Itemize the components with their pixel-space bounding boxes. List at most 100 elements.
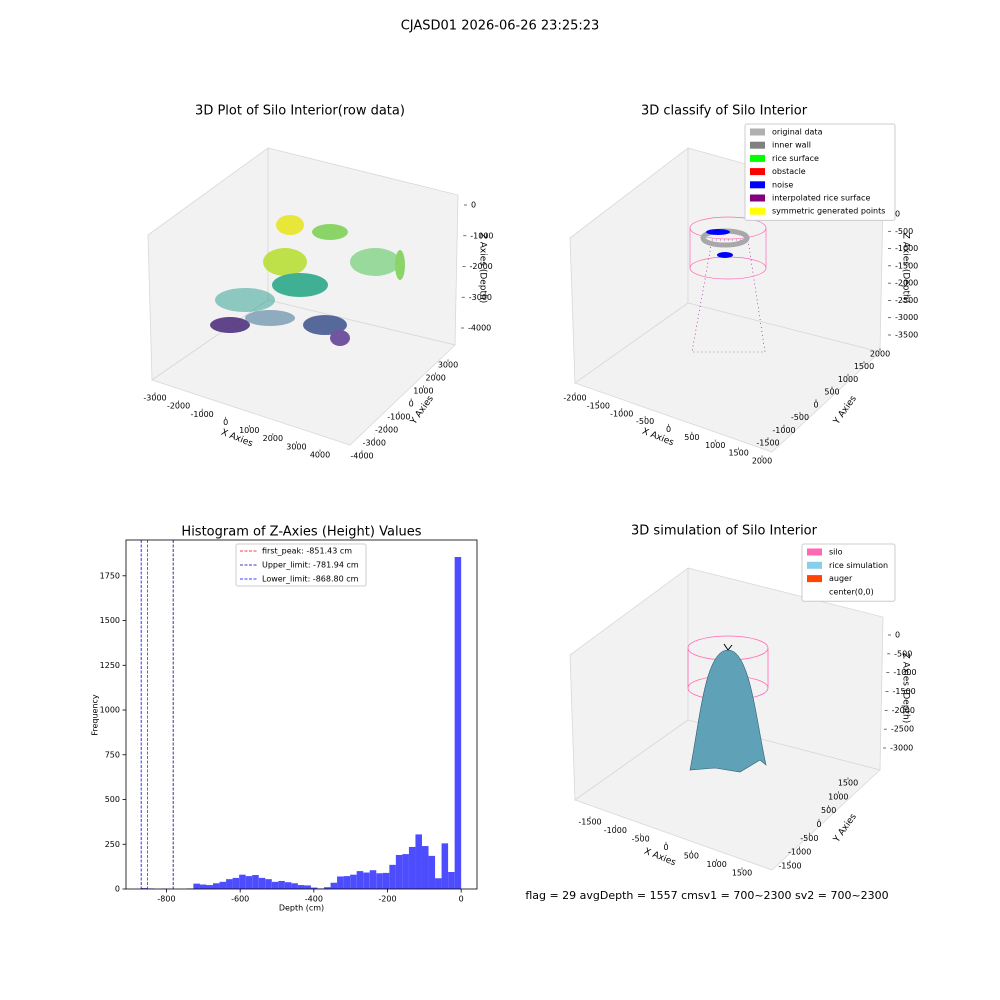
- bar: [421, 846, 429, 889]
- legend-label: noise: [772, 180, 793, 189]
- bar: [239, 874, 246, 889]
- y-tick-label: 2000: [426, 374, 446, 383]
- x-tick-label: -500: [636, 417, 654, 426]
- panes: [147, 147, 884, 871]
- y-tick-label: 1750: [100, 571, 120, 580]
- legend-label: silo: [829, 548, 843, 557]
- z-tick-label: -1000: [893, 668, 916, 677]
- bar: [219, 881, 227, 889]
- z-tick-label: -2000: [470, 262, 493, 271]
- legend-box: [744, 123, 896, 221]
- x-tick-label: 2000: [752, 457, 772, 466]
- point-cloud: [210, 215, 405, 346]
- z-axis-label: Z Axies (Depth): [478, 233, 488, 304]
- bar: [199, 884, 207, 889]
- bar: [389, 864, 396, 889]
- bar: [363, 872, 370, 889]
- z-tick-label: 0: [471, 201, 476, 210]
- x-tick-label: 4000: [310, 451, 330, 460]
- legend-swatch: [750, 168, 765, 176]
- bar: [271, 881, 279, 889]
- bar: [350, 874, 357, 889]
- bar: [232, 877, 240, 889]
- z-tick-label: -4000: [468, 324, 491, 333]
- bar: [448, 871, 455, 889]
- z-tick-label: 0: [895, 210, 900, 219]
- bar: [337, 876, 344, 889]
- x-tick-label: -600: [231, 895, 249, 904]
- bar: [252, 875, 259, 889]
- y-tick-label: -1500: [756, 439, 779, 448]
- y-tick-label: 1500: [854, 362, 874, 371]
- z-tick-label: -1000: [470, 231, 493, 240]
- x-tick-label: -2000: [167, 402, 190, 411]
- y-tick-label: 500: [105, 795, 120, 804]
- bar: [435, 878, 442, 889]
- z-tick-label: -1500: [895, 261, 918, 270]
- y-tick-label: 1500: [100, 616, 120, 625]
- x-tick-label: -1000: [191, 410, 214, 419]
- bar: [310, 887, 318, 889]
- z-tick-label: 0: [895, 631, 900, 640]
- bar: [324, 887, 331, 889]
- bar: [206, 885, 213, 889]
- bar: [454, 557, 462, 889]
- legend-swatch: [807, 561, 822, 569]
- bar: [141, 888, 148, 889]
- y-tick-label: 2000: [870, 350, 890, 359]
- bar: [356, 871, 364, 889]
- bar: [408, 846, 416, 889]
- y-tick-label: 500: [824, 388, 839, 397]
- x-tick-label: -800: [157, 895, 175, 904]
- x-tick-label: -500: [632, 835, 650, 844]
- legend-swatch: [750, 194, 765, 202]
- x-tick-label: -1000: [610, 409, 633, 418]
- z-axis-label: Z Axies (Depth): [901, 653, 911, 724]
- z-axis-label: Z Axies (Depth): [901, 233, 911, 304]
- y-axis-label: Frequency: [91, 694, 100, 736]
- x-tick-label: 1500: [728, 449, 748, 458]
- x-tick-label: 1000: [239, 426, 259, 435]
- bar: [291, 883, 298, 889]
- y-tick-label: 3000: [438, 361, 458, 370]
- x-tick-label: 0: [663, 843, 668, 852]
- bar: [212, 883, 220, 889]
- legend-label: auger: [829, 574, 853, 583]
- axes-frame: [125, 539, 478, 890]
- bar: [330, 882, 338, 889]
- x-tick-label: 3000: [286, 442, 306, 451]
- bar: [226, 879, 233, 889]
- chart-title: 3D simulation of Silo Interior: [631, 524, 818, 539]
- legend-label: original data: [772, 128, 823, 137]
- x-tick-label: -200: [378, 895, 396, 904]
- y-tick-label: 250: [105, 840, 120, 849]
- y-tick-label: 1000: [838, 375, 858, 384]
- classified-cloud: [689, 216, 767, 353]
- legend-label: obstacle: [772, 167, 806, 176]
- legend-swatch: [750, 154, 765, 162]
- legend-label: inner wall: [772, 141, 811, 150]
- chart-title: 3D Plot of Silo Interior(row data): [195, 104, 405, 119]
- y-tick-label: 0: [115, 885, 120, 894]
- legend-label: Lower_limit: -868.80 cm: [262, 575, 359, 584]
- bar: [258, 877, 266, 889]
- x-tick-label: 0: [666, 425, 671, 434]
- y-tick-label: -500: [800, 834, 818, 843]
- y-tick-label: -500: [791, 413, 809, 422]
- legend-label: rice surface: [772, 154, 819, 163]
- bar: [428, 855, 436, 889]
- legend-label: first_peak: -851.43 cm: [262, 547, 352, 556]
- legend-label: center(0,0): [829, 587, 874, 596]
- legend-label: rice simulation: [829, 561, 888, 570]
- y-tick-label: 1000: [413, 387, 433, 396]
- y-tick-label: -4000: [350, 452, 373, 461]
- chart-title: 3D classify of Silo Interior: [641, 104, 808, 119]
- bar: [193, 883, 200, 889]
- x-tick-label: 0: [223, 418, 228, 427]
- legend-swatch: [807, 548, 822, 556]
- y-axis-label: Y Axies: [831, 812, 859, 845]
- y-tick-label: 1500: [838, 779, 858, 788]
- x-tick-label: 1000: [705, 441, 725, 450]
- bar: [297, 885, 305, 889]
